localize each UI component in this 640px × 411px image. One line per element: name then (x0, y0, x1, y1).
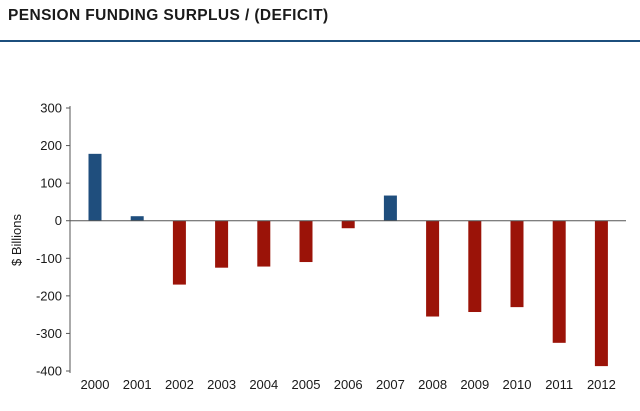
bar-2000 (88, 153, 102, 221)
x-tick-label: 2008 (418, 377, 447, 392)
x-tick-label: 2004 (249, 377, 278, 392)
bar-2011 (552, 220, 566, 343)
bar-2010 (510, 220, 524, 308)
bars-group (88, 153, 608, 367)
chart-title: PENSION FUNDING SURPLUS / (DEFICIT) (8, 7, 329, 24)
bar-2006 (341, 220, 355, 229)
bar-2004 (257, 220, 271, 267)
x-tick-label: 2001 (123, 377, 152, 392)
bar-2009 (468, 220, 482, 313)
x-tick-label: 2009 (460, 377, 489, 392)
y-tick-label: -200 (36, 288, 62, 303)
y-tick-label: -100 (36, 251, 62, 266)
bar-2007 (383, 195, 397, 221)
bar-2012 (594, 220, 608, 367)
x-tick-label: 2012 (587, 377, 616, 392)
x-tick-label: 2000 (81, 377, 110, 392)
x-tick-label: 2007 (376, 377, 405, 392)
y-tick-label: -300 (36, 326, 62, 341)
bar-2008 (426, 220, 440, 317)
bar-2001 (130, 216, 144, 221)
x-axis-ticks: 2000 2001 2002 2003 2004 2005 2006 2007 2008 2009… (81, 377, 616, 392)
y-tick-label: 200 (40, 138, 62, 153)
y-axis-ticks: 300 200 100 0 -100 -200 -300 -400 (36, 101, 70, 379)
x-tick-label: 2011 (545, 377, 573, 392)
x-tick-label: 2010 (503, 377, 532, 392)
x-tick-label: 2002 (165, 377, 194, 392)
y-tick-label: 0 (55, 213, 62, 228)
bar-2005 (299, 220, 313, 263)
x-tick-label: 2003 (207, 377, 236, 392)
x-tick-label: 2006 (334, 377, 363, 392)
y-axis-title: $ Billions (9, 213, 24, 266)
y-tick-label: -400 (36, 364, 62, 379)
bar-2003 (215, 220, 229, 268)
y-tick-label: 100 (40, 176, 62, 191)
x-tick-label: 2005 (292, 377, 321, 392)
title-divider (0, 40, 640, 42)
bar-2002 (172, 220, 186, 285)
y-tick-label: 300 (40, 101, 62, 116)
